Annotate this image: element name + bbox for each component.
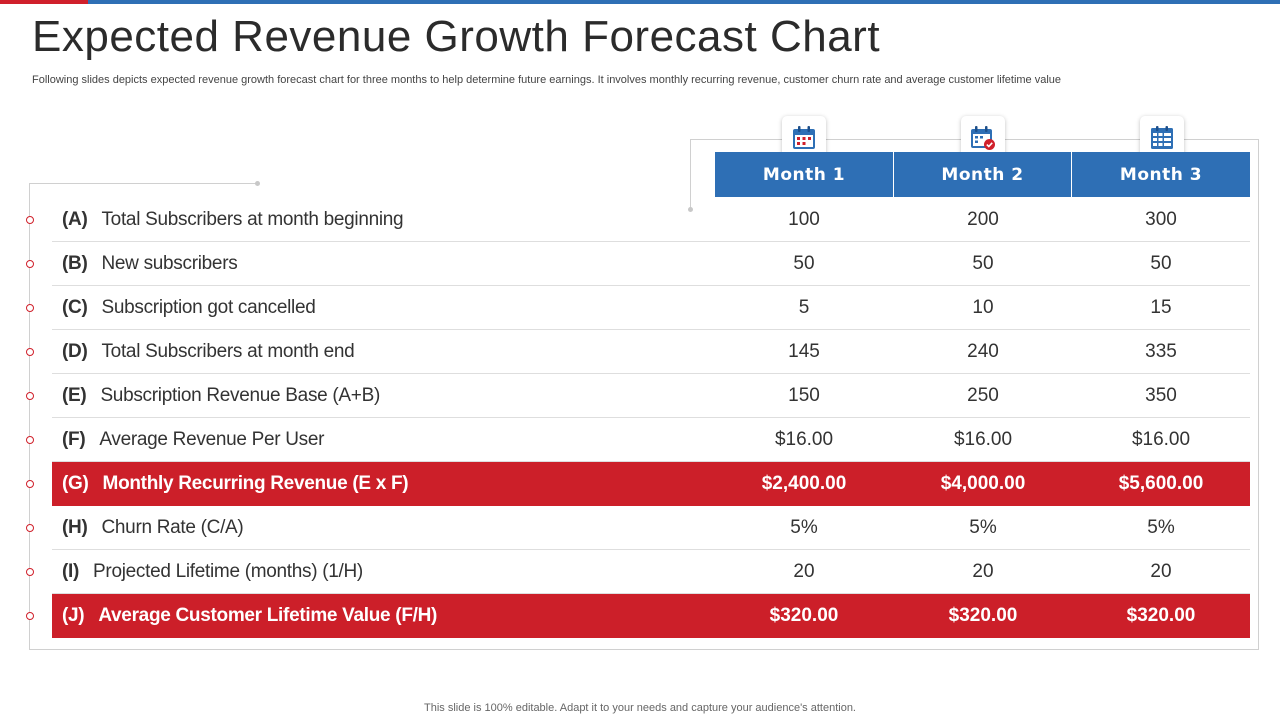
frame-top-line — [29, 183, 257, 184]
row-label-text: Projected Lifetime (months) (1/H) — [93, 561, 363, 582]
cell-month-2: $320.00 — [948, 605, 1018, 626]
row-label-text: Total Subscribers at month end — [101, 341, 355, 362]
bullet-marker — [26, 568, 34, 576]
footer-note: This slide is 100% editable. Adapt it to… — [424, 702, 856, 714]
column-header-month-3: Month 3 — [1072, 152, 1250, 197]
table-row-highlight: (G) Monthly Recurring Revenue (E x F) $2,… — [52, 462, 1250, 506]
cell-month-1: 50 — [793, 253, 815, 274]
calendar-grid-icon — [1151, 126, 1173, 149]
column-header-month-1: Month 1 — [715, 152, 893, 197]
cell-month-1: 145 — [788, 341, 820, 362]
row-code: (D) — [62, 341, 88, 362]
row-code: (H) — [62, 517, 88, 538]
bullet-marker — [26, 216, 34, 224]
table-row: (H) Churn Rate (C/A) 5% 5% 5% — [52, 506, 1250, 550]
cell-month-3: 350 — [1145, 385, 1177, 406]
cell-month-1: 5% — [790, 517, 818, 538]
cell-month-2: 200 — [967, 209, 999, 230]
row-code: (G) — [62, 473, 89, 494]
row-label: (B) New subscribers — [62, 242, 238, 286]
cell-month-2: $16.00 — [953, 429, 1013, 450]
cell-month-2: 10 — [972, 297, 994, 318]
row-label-text: Subscription got cancelled — [101, 297, 316, 318]
bullet-marker — [26, 524, 34, 532]
cell-month-2: 50 — [972, 253, 994, 274]
cell-month-2: 5% — [969, 517, 997, 538]
row-label-text: Subscription Revenue Base (A+B) — [100, 385, 380, 406]
table-row: (A) Total Subscribers at month beginning … — [52, 198, 1250, 242]
cell-month-2: 250 — [967, 385, 999, 406]
cell-month-3: $5,600.00 — [1118, 473, 1204, 494]
table-row: (D) Total Subscribers at month end 145 24… — [52, 330, 1250, 374]
cell-month-2: $4,000.00 — [940, 473, 1026, 494]
page-subtitle: Following slides depicts expected revenu… — [32, 74, 1062, 86]
cell-month-3: 335 — [1145, 341, 1177, 362]
cell-month-2: 20 — [972, 561, 994, 582]
cell-month-1: 100 — [788, 209, 820, 230]
calendar-icon — [793, 126, 815, 149]
row-code: (F) — [62, 429, 86, 450]
cell-month-1: 150 — [788, 385, 820, 406]
frame-dot — [688, 207, 693, 212]
cell-month-1: $16.00 — [774, 429, 834, 450]
row-code: (I) — [62, 561, 80, 582]
cell-month-3: 300 — [1145, 209, 1177, 230]
cell-month-3: $320.00 — [1126, 605, 1196, 626]
cell-month-1: 20 — [793, 561, 815, 582]
row-code: (J) — [62, 605, 85, 626]
cell-month-3: 15 — [1150, 297, 1172, 318]
bullet-marker — [26, 392, 34, 400]
table-row: (E) Subscription Revenue Base (A+B) 150 2… — [52, 374, 1250, 418]
page-title: Expected Revenue Growth Forecast Chart — [32, 12, 881, 61]
row-code: (A) — [62, 209, 88, 230]
column-header-month-2: Month 2 — [894, 152, 1071, 197]
row-label: (H) Churn Rate (C/A) — [62, 506, 244, 550]
cell-month-3: 20 — [1150, 561, 1172, 582]
bullet-marker — [26, 480, 34, 488]
calendar-check-icon — [971, 126, 995, 150]
row-label-text: Average Revenue Per User — [99, 429, 325, 450]
frame-dot — [255, 181, 260, 186]
row-code: (E) — [62, 385, 87, 406]
table-row: (F) Average Revenue Per User $16.00 $16.0… — [52, 418, 1250, 462]
row-label: (E) Subscription Revenue Base (A+B) — [62, 374, 380, 418]
table-row-highlight: (J) Average Customer Lifetime Value (F/H)… — [52, 594, 1250, 638]
cell-month-2: 240 — [967, 341, 999, 362]
cell-month-1: $320.00 — [769, 605, 839, 626]
row-label-text: Average Customer Lifetime Value (F/H) — [98, 605, 438, 626]
table-row: (B) New subscribers 50 50 50 — [52, 242, 1250, 286]
cell-month-3: $16.00 — [1131, 429, 1191, 450]
cell-month-1: $2,400.00 — [761, 473, 847, 494]
row-label: (A) Total Subscribers at month beginning — [62, 198, 404, 242]
row-label-text: Churn Rate (C/A) — [101, 517, 244, 538]
row-code: (B) — [62, 253, 88, 274]
bullet-marker — [26, 348, 34, 356]
bullet-marker — [26, 260, 34, 268]
row-label: (G) Monthly Recurring Revenue (E x F) — [62, 462, 409, 506]
bullet-marker — [26, 304, 34, 312]
cell-month-1: 5 — [798, 297, 810, 318]
top-accent-bar — [0, 0, 1280, 4]
row-label-text: Total Subscribers at month beginning — [101, 209, 404, 230]
top-accent-blue — [88, 0, 1280, 4]
bullet-marker — [26, 612, 34, 620]
table-row: (C) Subscription got cancelled 5 10 15 — [52, 286, 1250, 330]
table-row: (I) Projected Lifetime (months) (1/H) 20 … — [52, 550, 1250, 594]
row-label: (F) Average Revenue Per User — [62, 418, 324, 462]
row-label-text: New subscribers — [101, 253, 238, 274]
top-accent-red — [0, 0, 88, 4]
row-label: (C) Subscription got cancelled — [62, 286, 316, 330]
row-label-text: Monthly Recurring Revenue (E x F) — [102, 473, 409, 494]
row-label: (I) Projected Lifetime (months) (1/H) — [62, 550, 363, 594]
row-code: (C) — [62, 297, 88, 318]
table-frame — [29, 183, 1259, 650]
cell-month-3: 5% — [1147, 517, 1175, 538]
bullet-marker — [26, 436, 34, 444]
cell-month-3: 50 — [1150, 253, 1172, 274]
row-label: (D) Total Subscribers at month end — [62, 330, 355, 374]
row-label: (J) Average Customer Lifetime Value (F/H) — [62, 594, 437, 638]
